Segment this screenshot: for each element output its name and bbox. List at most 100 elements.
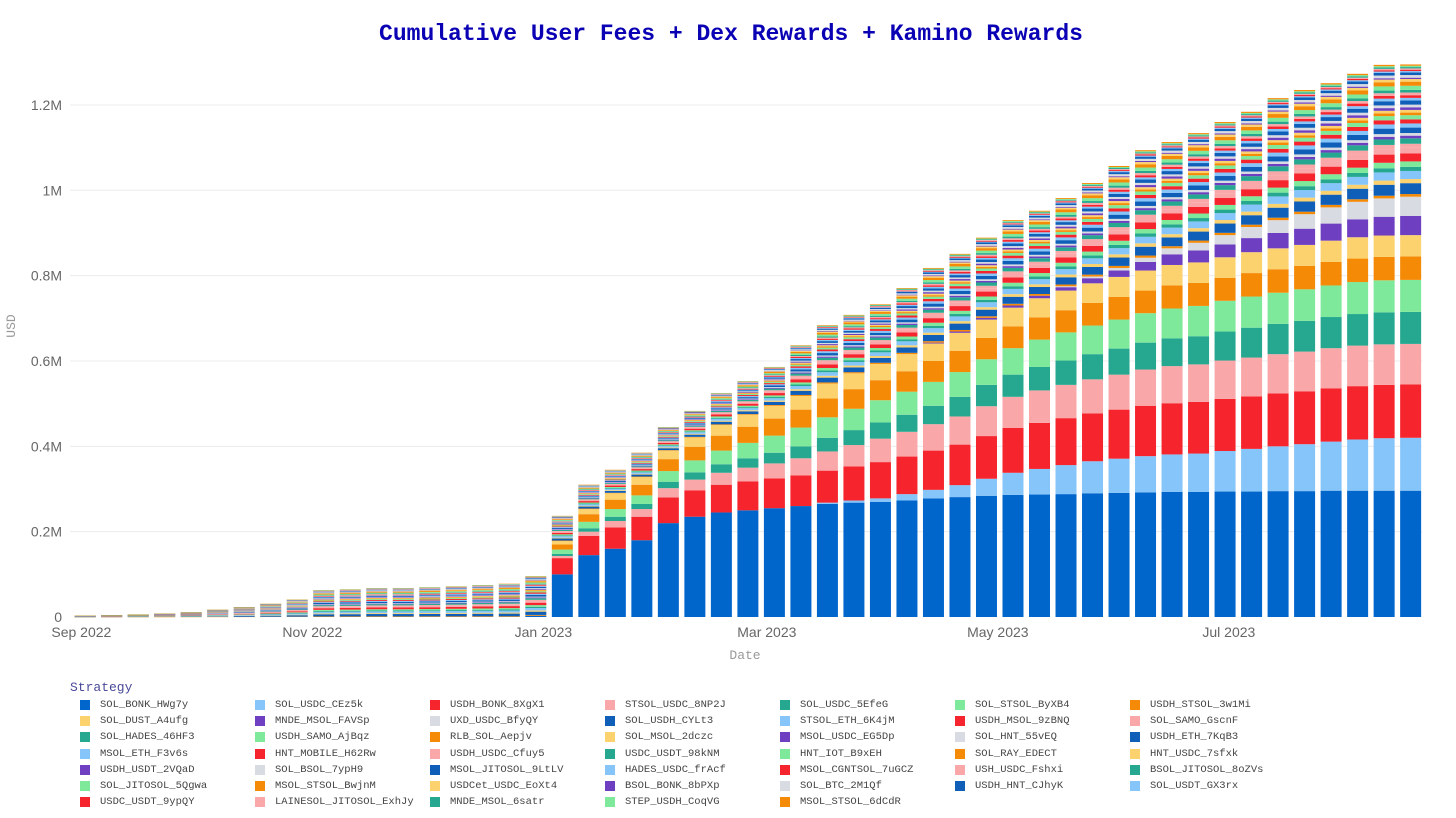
bar-segment[interactable] (657, 440, 679, 442)
bar-segment[interactable] (1002, 274, 1024, 278)
bar-segment[interactable] (1002, 255, 1024, 259)
bar-segment[interactable] (1188, 133, 1210, 135)
bar-segment[interactable] (1320, 285, 1342, 318)
bar-segment[interactable] (657, 471, 679, 482)
bar-segment[interactable] (1108, 214, 1130, 219)
bar-segment[interactable] (1055, 199, 1077, 201)
bar-segment[interactable] (843, 342, 865, 346)
bar-segment[interactable] (949, 266, 971, 269)
bar-segment[interactable] (843, 336, 865, 338)
bar-segment[interactable] (339, 601, 361, 603)
bar-segment[interactable] (816, 417, 838, 438)
bar-segment[interactable] (472, 594, 494, 596)
bar-stack[interactable] (1241, 111, 1263, 617)
bar-segment[interactable] (1373, 78, 1395, 80)
bar-segment[interactable] (1320, 441, 1342, 491)
bar-segment[interactable] (1320, 190, 1342, 195)
bar-segment[interactable] (949, 314, 971, 317)
bar-segment[interactable] (1055, 250, 1077, 254)
bar-segment[interactable] (1161, 180, 1183, 183)
bar-segment[interactable] (949, 310, 971, 315)
bar-segment[interactable] (525, 586, 547, 589)
bar-segment[interactable] (1267, 166, 1289, 172)
bar-stack[interactable] (445, 586, 467, 617)
bar-segment[interactable] (1188, 198, 1210, 203)
bar-segment[interactable] (551, 519, 573, 521)
bar-segment[interactable] (790, 384, 812, 387)
bar-segment[interactable] (1347, 77, 1369, 79)
bar-segment[interactable] (1082, 493, 1104, 617)
bar-segment[interactable] (1294, 181, 1316, 187)
bar-segment[interactable] (816, 383, 838, 399)
bar-segment[interactable] (1400, 79, 1422, 82)
bar-segment[interactable] (1373, 86, 1395, 91)
bar-segment[interactable] (631, 455, 653, 457)
bar-segment[interactable] (551, 519, 573, 520)
bar-segment[interactable] (1188, 240, 1210, 243)
bar-segment[interactable] (1373, 72, 1395, 76)
bar-segment[interactable] (975, 299, 997, 303)
bar-segment[interactable] (896, 322, 918, 324)
legend-item[interactable]: SOL_HADES_46HF3 (80, 729, 255, 745)
bar-segment[interactable] (657, 430, 679, 432)
bar-segment[interactable] (445, 597, 467, 599)
bar-segment[interactable] (1188, 305, 1210, 337)
bar-segment[interactable] (286, 607, 308, 609)
bar-segment[interactable] (1002, 303, 1024, 306)
bar-segment[interactable] (1400, 81, 1422, 86)
bar-segment[interactable] (896, 341, 918, 346)
bar-segment[interactable] (1002, 227, 1024, 229)
bar-segment[interactable] (763, 383, 785, 385)
bar-segment[interactable] (790, 506, 812, 617)
bar-segment[interactable] (1002, 243, 1024, 247)
bar-segment[interactable] (843, 445, 865, 467)
bar-segment[interactable] (1241, 163, 1263, 167)
bar-segment[interactable] (843, 351, 865, 355)
bar-segment[interactable] (949, 255, 971, 257)
bar-segment[interactable] (1400, 194, 1422, 197)
bar-segment[interactable] (1135, 208, 1157, 211)
bar-segment[interactable] (1135, 270, 1157, 291)
bar-segment[interactable] (419, 595, 441, 597)
bar-segment[interactable] (1055, 243, 1077, 246)
bar-segment[interactable] (1400, 104, 1422, 108)
bar-segment[interactable] (710, 418, 732, 421)
bar-segment[interactable] (525, 593, 547, 595)
bar-segment[interactable] (896, 324, 918, 328)
bar-segment[interactable] (1188, 228, 1210, 232)
bar-segment[interactable] (1347, 73, 1369, 76)
bar-segment[interactable] (1108, 196, 1130, 200)
bar-segment[interactable] (763, 387, 785, 388)
bar-segment[interactable] (1373, 384, 1395, 439)
bar-segment[interactable] (392, 600, 414, 601)
bar-segment[interactable] (286, 609, 308, 610)
legend-item[interactable]: MNDE_MSOL_FAVSp (255, 713, 430, 729)
legend-item[interactable]: USDC_USDT_9ypQY (80, 794, 255, 810)
bar-segment[interactable] (472, 593, 494, 595)
bar-segment[interactable] (578, 491, 600, 493)
bar-segment[interactable] (1347, 154, 1369, 160)
bar-segment[interactable] (1029, 284, 1051, 288)
bar-segment[interactable] (975, 270, 997, 274)
bar-stack[interactable] (207, 609, 229, 618)
bar-segment[interactable] (869, 316, 891, 319)
bar-segment[interactable] (313, 595, 335, 597)
bar-segment[interactable] (843, 408, 865, 431)
bar-segment[interactable] (816, 325, 838, 326)
bar-segment[interactable] (710, 407, 732, 409)
bar-segment[interactable] (1320, 179, 1342, 184)
bar-segment[interactable] (1294, 320, 1316, 352)
bar-segment[interactable] (1002, 229, 1024, 232)
bar-segment[interactable] (922, 450, 944, 490)
bar-segment[interactable] (975, 288, 997, 292)
bar-segment[interactable] (684, 419, 706, 421)
bar-segment[interactable] (1241, 138, 1263, 141)
bar-segment[interactable] (1188, 134, 1210, 136)
bar-segment[interactable] (313, 594, 335, 596)
bar-segment[interactable] (1241, 215, 1263, 225)
bar-segment[interactable] (392, 601, 414, 604)
bar-segment[interactable] (922, 381, 944, 406)
bar-segment[interactable] (737, 411, 759, 415)
bar-segment[interactable] (763, 378, 785, 380)
bar-segment[interactable] (525, 584, 547, 586)
